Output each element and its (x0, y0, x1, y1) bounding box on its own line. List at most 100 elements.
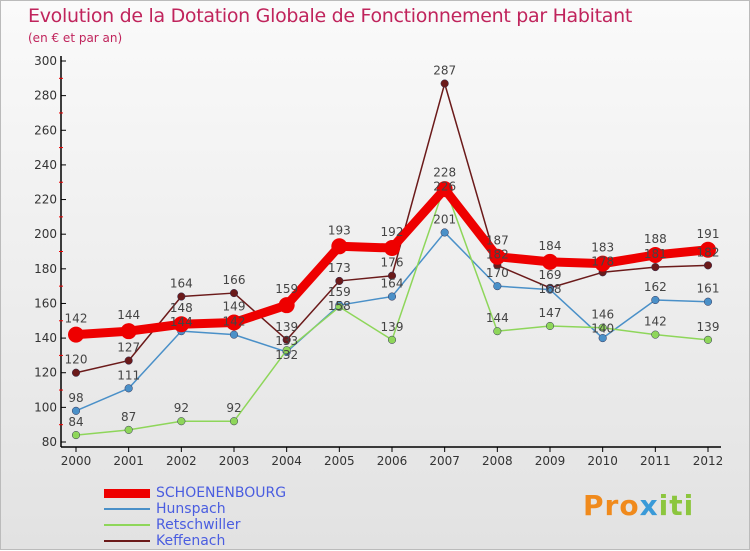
data-point (71, 368, 81, 377)
data-label: 287 (433, 64, 456, 78)
data-label: 193 (328, 223, 351, 237)
series-keffenach (71, 79, 713, 377)
data-point (229, 417, 239, 426)
data-point (177, 417, 186, 426)
legend-item: Retschwiller (104, 517, 241, 533)
data-label: 142 (223, 315, 246, 329)
legend-item: SCHOENENBOURG (104, 485, 286, 501)
data-point (331, 238, 348, 255)
chart-subtitle: (en € et par an) (28, 31, 123, 45)
data-label: 84 (68, 415, 83, 429)
y-tick-label: 200 (34, 227, 57, 241)
x-tick-label: 2004 (271, 454, 302, 468)
x-tick-label: 2005 (324, 454, 355, 468)
data-label: 161 (697, 282, 720, 296)
data-label: 168 (539, 282, 562, 296)
proxiti-logo: Proxiti (583, 489, 695, 522)
data-label: 173 (328, 261, 351, 275)
data-point (703, 335, 713, 344)
data-point (173, 316, 190, 333)
data-point (489, 248, 506, 265)
data-point (71, 431, 81, 440)
series-schoenenbourg (68, 181, 716, 343)
data-label: 120 (65, 353, 88, 367)
data-label: 148 (170, 301, 193, 315)
data-point (647, 246, 664, 263)
data-label: 139 (381, 320, 404, 334)
y-tick-label: 240 (34, 158, 57, 172)
data-point (120, 323, 137, 340)
data-point (282, 346, 291, 355)
data-label: 140 (591, 322, 614, 336)
data-label: 176 (381, 256, 404, 270)
data-point (124, 384, 133, 393)
data-point (651, 330, 660, 339)
data-label: 142 (644, 315, 667, 329)
data-point (703, 261, 713, 270)
data-label: 164 (170, 277, 193, 291)
data-point (71, 406, 81, 415)
legend-swatch (104, 508, 150, 510)
data-label: 178 (591, 255, 614, 269)
x-tick-label: 2011 (640, 454, 671, 468)
data-point (282, 335, 291, 344)
data-label: 133 (275, 334, 298, 348)
data-point (177, 292, 186, 301)
data-label: 92 (226, 401, 241, 415)
chart-title: Evolution de la Dotation Globale de Fonc… (28, 5, 633, 27)
data-point (545, 285, 555, 294)
x-tick-label: 2002 (166, 454, 197, 468)
data-point (387, 292, 397, 301)
data-label: 169 (539, 268, 562, 282)
legend-swatch (104, 488, 150, 498)
data-label: 191 (697, 227, 720, 241)
data-point (440, 79, 449, 88)
series-retschwiller (71, 181, 713, 440)
data-label: 159 (275, 282, 298, 296)
data-point (229, 289, 239, 298)
data-point (651, 295, 660, 305)
data-point (278, 297, 295, 314)
data-point (335, 276, 344, 285)
data-label: 184 (539, 239, 562, 253)
data-label: 158 (328, 299, 351, 313)
data-point (703, 297, 713, 306)
data-label: 127 (117, 341, 140, 355)
data-point (598, 323, 607, 332)
y-tick-label: 140 (34, 331, 57, 345)
data-point (651, 263, 660, 272)
data-label: 132 (275, 348, 298, 362)
y-tick-label: 280 (34, 89, 57, 103)
data-label: 182 (486, 248, 509, 262)
y-tick-label: 180 (34, 262, 57, 276)
y-tick-label: 100 (34, 400, 57, 414)
y-tick-label: 120 (34, 366, 57, 380)
data-label: 166 (223, 273, 246, 287)
data-label: 164 (381, 277, 404, 291)
data-label: 201 (433, 212, 456, 226)
data-label: 182 (697, 245, 720, 259)
data-label: 146 (591, 308, 614, 322)
legend-label: Hunspach (156, 501, 226, 517)
data-label: 187 (486, 234, 509, 248)
x-tick-label: 2001 (113, 454, 144, 468)
data-label: 226 (433, 180, 456, 194)
data-label: 188 (644, 232, 667, 246)
data-point (700, 241, 716, 258)
x-tick-label: 2003 (219, 454, 250, 468)
data-point (493, 282, 502, 291)
data-point (387, 335, 397, 344)
legend-item: Hunspach (104, 501, 226, 517)
legend-label: Keffenach (156, 533, 226, 549)
data-label: 92 (174, 401, 189, 415)
x-tick-label: 2009 (535, 454, 566, 468)
data-point (68, 326, 84, 343)
data-point (594, 255, 611, 272)
data-label: 192 (381, 225, 404, 239)
x-tick-label: 2010 (587, 454, 618, 468)
legend-swatch (104, 540, 150, 542)
data-point (436, 181, 453, 198)
data-point (545, 321, 555, 331)
